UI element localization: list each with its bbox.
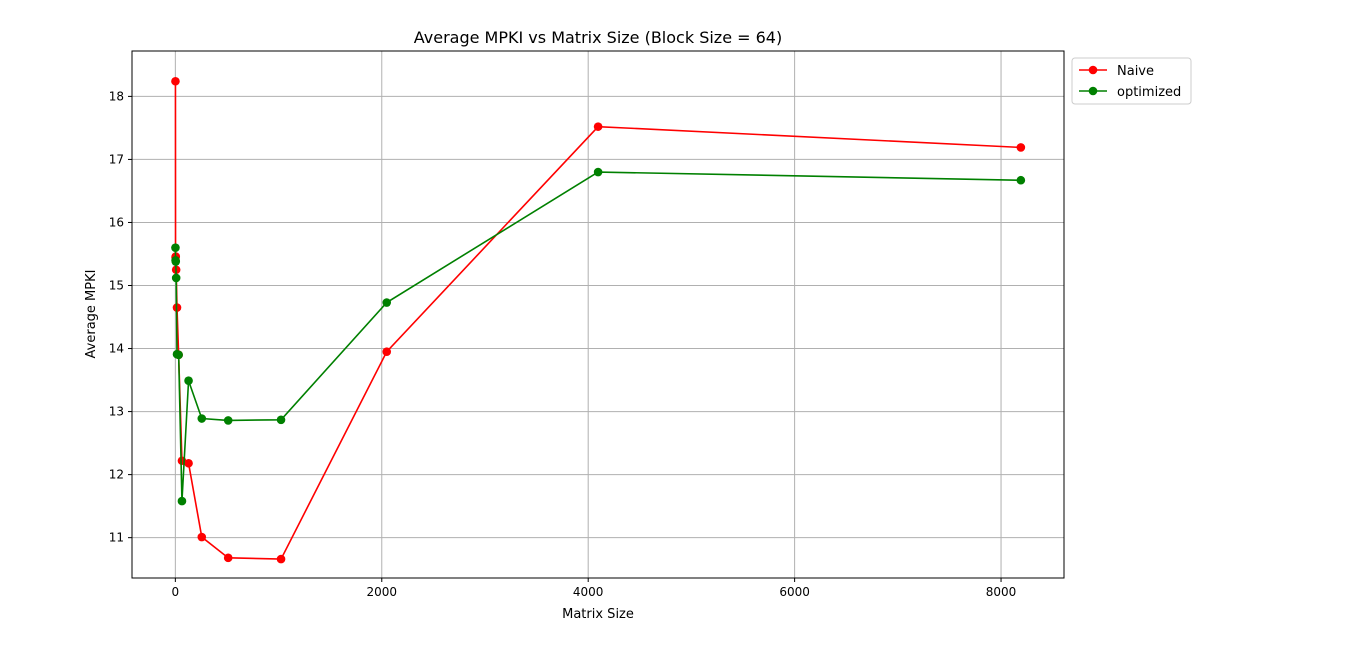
legend-label: Naive: [1117, 64, 1154, 79]
data-point: [197, 532, 207, 542]
data-point: [382, 347, 392, 356]
x-tick-label: 4000: [573, 585, 604, 599]
chart-title: Average MPKI vs Matrix Size (Block Size …: [414, 28, 782, 47]
legend-label: optimized: [1117, 85, 1181, 100]
data-point: [276, 554, 286, 564]
data-point: [382, 298, 392, 307]
data-point: [223, 416, 233, 425]
axis-ticks: 0 2000 4000 6000 8000 11 12 13 14 15 16 17 18: [109, 89, 1017, 599]
x-tick-label: 2000: [366, 585, 397, 599]
data-point: [184, 458, 193, 468]
legend-marker: [1088, 86, 1098, 96]
data-point: [223, 553, 233, 563]
y-tick-label: 14: [109, 342, 124, 356]
y-axis-label: Average MPKI: [84, 270, 99, 359]
x-axis-label: Matrix Size: [562, 607, 634, 622]
legend: Naive optimized: [1071, 57, 1192, 105]
data-point: [171, 243, 180, 252]
y-tick-label: 12: [109, 468, 124, 482]
data-point: [276, 415, 286, 425]
data-point: [1016, 175, 1026, 185]
series-line: [174, 171, 1021, 502]
x-tick-label: 8000: [986, 585, 1017, 599]
data-point: [171, 273, 181, 283]
data-point: [174, 350, 183, 360]
x-tick-label: 0: [172, 585, 180, 599]
grid-lines: [132, 51, 1064, 578]
plot-frame: [131, 50, 1065, 579]
y-tick-label: 13: [109, 405, 124, 419]
y-tick-label: 11: [109, 531, 124, 545]
data-point: [197, 414, 207, 423]
y-tick-label: 15: [109, 279, 124, 293]
data-point: [177, 496, 187, 506]
legend-marker: [1088, 65, 1098, 75]
series-line: [174, 81, 1021, 560]
series-optimized: [171, 167, 1026, 506]
data-point: [593, 167, 603, 177]
series-naive: [171, 76, 1026, 564]
series-layer: [171, 76, 1026, 564]
data-point: [184, 376, 193, 385]
y-tick-label: 18: [109, 89, 124, 103]
data-point: [593, 122, 603, 131]
x-tick-label: 6000: [779, 585, 810, 599]
data-point: [171, 76, 180, 86]
data-point: [171, 257, 181, 266]
data-point: [1016, 143, 1026, 152]
y-tick-label: 16: [109, 215, 124, 229]
y-tick-label: 17: [109, 152, 124, 166]
